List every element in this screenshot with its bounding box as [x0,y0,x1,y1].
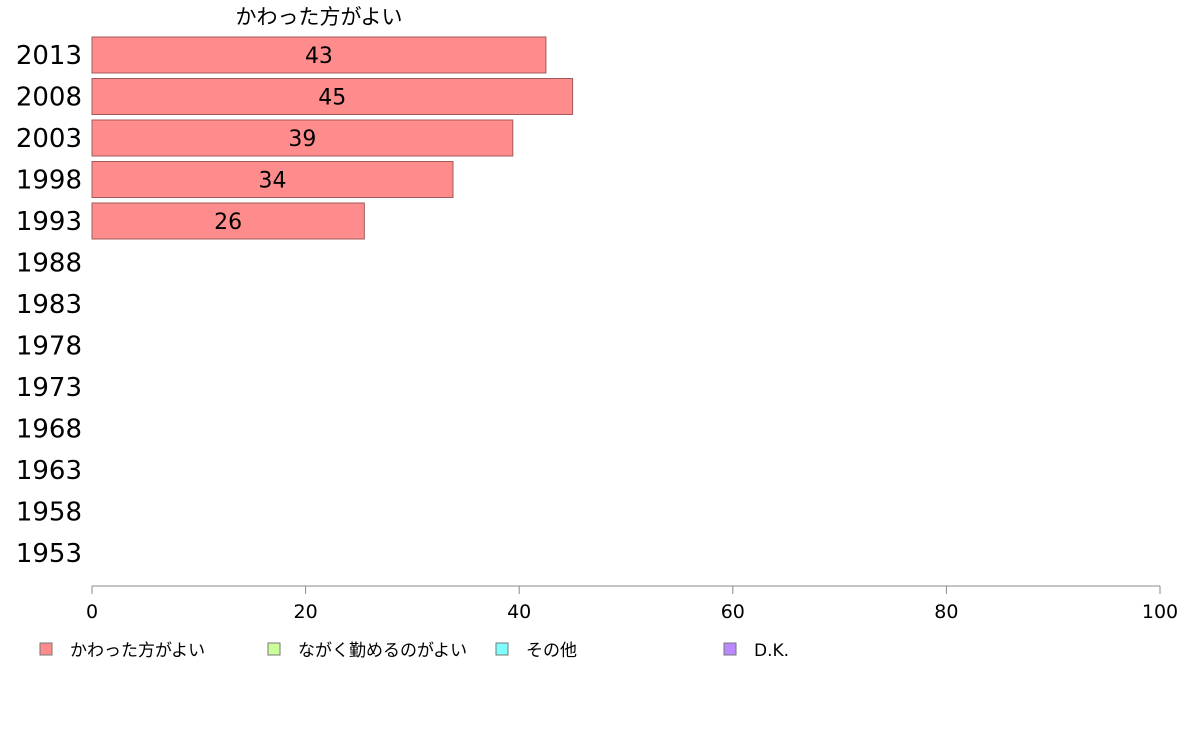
category-label: 1988 [16,249,82,279]
legend-swatch [495,642,509,656]
x-tick-label: 100 [1142,601,1178,623]
x-tick-label: 40 [507,601,531,623]
category-label: 1993 [16,207,82,237]
data-label: 39 [288,127,316,152]
legend-swatch [267,642,281,656]
legend-swatch [39,642,53,656]
category-label: 2008 [16,83,82,113]
category-label: 2013 [16,41,82,71]
category-label: 1973 [16,373,82,403]
category-label: 1953 [16,539,82,569]
x-tick-label: 0 [86,601,98,623]
chart-title: かわった方がよい [236,5,403,29]
category-label: 1963 [16,456,82,486]
data-label: 43 [305,44,333,69]
legend-label: D.K. [754,641,789,661]
legend: かわった方がよい ながく勤めるのがよい その他 D.K. [39,641,789,661]
data-label: 45 [318,86,346,111]
legend-label: その他 [526,641,577,661]
data-label: 26 [214,210,242,235]
category-labels: 2013 2008 2003 1998 1993 1988 1983 1978 1973 1968… [16,41,82,569]
bar-2008 [91,78,574,115]
x-tick-label: 80 [934,601,958,623]
bar-2003 [91,119,514,157]
category-label: 1978 [16,332,82,362]
bar-1993 [91,202,365,240]
x-axis: 0 20 40 60 80 100 [86,585,1178,623]
category-label: 1998 [16,166,82,196]
data-label: 34 [258,169,286,194]
bar-1998 [91,161,454,198]
x-tick-label: 60 [721,601,745,623]
category-label: 1968 [16,415,82,445]
category-label: 1958 [16,498,82,528]
legend-label: かわった方がよい [70,641,205,661]
category-label: 1983 [16,290,82,320]
legend-swatch [723,642,737,656]
bar-2013 [91,36,547,74]
x-tick-label: 20 [294,601,318,623]
category-label: 2003 [16,124,82,154]
legend-label: ながく勤めるのがよい [298,641,467,661]
